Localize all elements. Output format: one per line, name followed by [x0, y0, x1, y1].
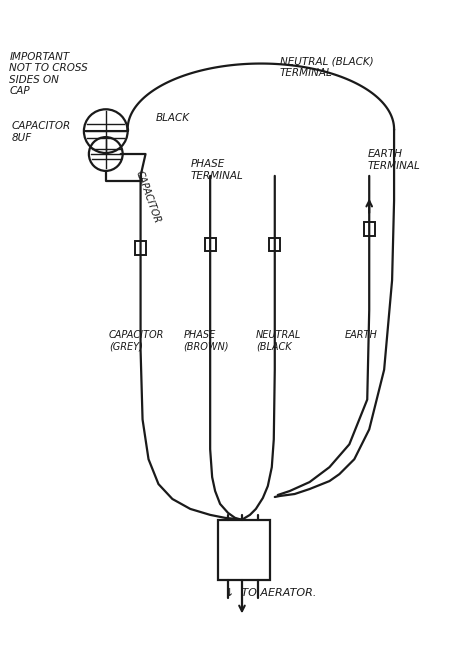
Text: ↓  TO AERATOR.: ↓ TO AERATOR.: [225, 589, 317, 598]
Text: PHASE
TERMINAL: PHASE TERMINAL: [190, 159, 243, 180]
Text: BLACK: BLACK: [155, 113, 190, 123]
Bar: [205, 238, 216, 251]
Bar: [135, 242, 146, 255]
Text: PHASE
(BROWN): PHASE (BROWN): [183, 330, 229, 352]
Text: CAPACITOR
8UF: CAPACITOR 8UF: [11, 121, 71, 143]
Text: NEUTRAL
(BLACK: NEUTRAL (BLACK: [256, 330, 301, 352]
Text: EARTH: EARTH: [345, 330, 377, 340]
Text: NEUTRAL (BLACK)
TERMINAL: NEUTRAL (BLACK) TERMINAL: [280, 57, 374, 78]
Bar: [269, 238, 280, 251]
Text: IMPORTANT
NOT TO CROSS
SIDES ON
CAP: IMPORTANT NOT TO CROSS SIDES ON CAP: [9, 51, 88, 96]
Bar: [364, 221, 374, 236]
Text: CAPACITOR
(GREY): CAPACITOR (GREY): [109, 330, 164, 352]
Bar: [218, 520, 270, 579]
Text: EARTH
TERMINAL: EARTH TERMINAL: [367, 149, 420, 171]
Text: CAPACITOR: CAPACITOR: [134, 169, 162, 225]
